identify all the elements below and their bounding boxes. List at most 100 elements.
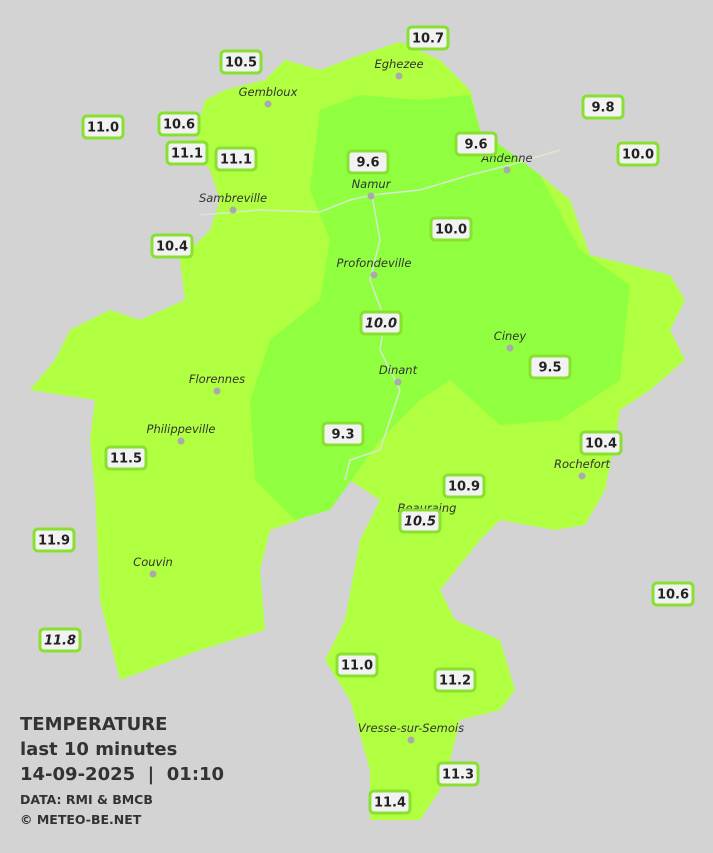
station-value: 11.0 <box>341 659 373 674</box>
station-value: 9.5 <box>538 361 561 376</box>
station-value: 10.7 <box>412 32 444 47</box>
city-dot <box>229 206 237 214</box>
station-box <box>433 667 477 693</box>
station-box <box>165 140 209 166</box>
station: 10.6 <box>651 581 695 607</box>
station-value: 10.6 <box>657 588 689 603</box>
station-box <box>150 233 194 259</box>
station: 10.5 <box>398 508 442 534</box>
station-box <box>429 216 473 242</box>
city-dot <box>213 387 221 395</box>
station-box <box>104 445 148 471</box>
station: 9.8 <box>581 94 625 120</box>
station: 10.9 <box>442 473 486 499</box>
station-box <box>616 141 660 167</box>
station: 11.1 <box>165 140 209 166</box>
station-value: 11.1 <box>171 147 203 162</box>
city-dot <box>149 570 157 578</box>
station-box <box>219 49 263 75</box>
station-value: 10.4 <box>585 437 617 452</box>
station-box <box>454 131 498 157</box>
station: 11.2 <box>433 667 477 693</box>
station-box <box>368 789 412 815</box>
city-dot <box>370 271 378 279</box>
station-value: 11.5 <box>110 452 142 467</box>
station: 11.1 <box>214 146 258 172</box>
station-value: 10.6 <box>163 118 195 133</box>
station-box <box>579 430 623 456</box>
station-value: 9.3 <box>331 428 354 443</box>
city-dot <box>177 437 185 445</box>
station-box <box>398 508 442 534</box>
station-box <box>651 581 695 607</box>
station-box <box>214 146 258 172</box>
city-dot <box>506 344 514 352</box>
station-box <box>38 627 82 653</box>
station: 11.9 <box>32 527 76 553</box>
station-box <box>442 473 486 499</box>
city-label: Ciney <box>494 329 527 343</box>
city-label: Florennes <box>189 372 245 386</box>
station-box <box>335 652 379 678</box>
station-value: 10.0 <box>365 317 397 332</box>
station: 10.7 <box>406 25 450 51</box>
city-dot <box>407 736 415 744</box>
station-value: 11.3 <box>442 768 474 783</box>
station-box <box>359 310 403 336</box>
city-label: Profondeville <box>337 256 412 270</box>
station: 11.3 <box>436 761 480 787</box>
info-datetime: 14-09-2025 | 01:10 <box>20 764 224 785</box>
station: 11.5 <box>104 445 148 471</box>
station: 10.0 <box>359 310 403 336</box>
station-box <box>321 421 365 447</box>
city-label: Gembloux <box>239 85 298 99</box>
city-label: Namur <box>352 177 392 191</box>
city-dot <box>394 378 402 386</box>
station-box <box>581 94 625 120</box>
station: 11.0 <box>335 652 379 678</box>
station-value: 10.0 <box>622 148 654 163</box>
station: 10.0 <box>616 141 660 167</box>
info-period: last 10 minutes <box>20 739 177 760</box>
info-title: TEMPERATURE <box>20 714 167 735</box>
station: 11.8 <box>38 627 82 653</box>
station-value: 10.9 <box>448 480 480 495</box>
station: 9.6 <box>346 149 390 175</box>
station-box <box>436 761 480 787</box>
station-value: 10.4 <box>156 240 188 255</box>
station-value: 11.0 <box>87 121 119 136</box>
station: 9.6 <box>454 131 498 157</box>
station: 10.4 <box>579 430 623 456</box>
city-dot <box>395 72 403 80</box>
station-value: 11.2 <box>439 674 471 689</box>
station-value: 9.6 <box>464 138 487 153</box>
city-label: Philippeville <box>147 422 216 436</box>
station-value: 11.8 <box>44 634 76 649</box>
cities: EghezeeGemblouxAndenneNamurSambrevillePr… <box>133 57 611 744</box>
info-credit: © METEO-BE.NET <box>20 812 142 827</box>
station-value: 10.0 <box>435 223 467 238</box>
station-box <box>32 527 76 553</box>
station-value: 11.1 <box>220 153 252 168</box>
station-value: 9.6 <box>356 156 379 171</box>
station-value: 11.9 <box>38 534 70 549</box>
station: 10.5 <box>219 49 263 75</box>
city-dot <box>367 192 375 200</box>
station: 9.3 <box>321 421 365 447</box>
stations: 10.7 10.5 9.8 11.0 10.6 9.6 10.0 11.1 11.1 9.6 10.… <box>32 25 695 815</box>
city-dot <box>264 100 272 108</box>
station-box <box>157 111 201 137</box>
station-box <box>346 149 390 175</box>
city-dot <box>578 472 586 480</box>
info-source: DATA: RMI & BMCB <box>20 792 153 807</box>
station-box <box>528 354 572 380</box>
station: 10.0 <box>429 216 473 242</box>
city-label: Sambreville <box>199 191 267 205</box>
station-value: 11.4 <box>374 796 406 811</box>
station: 11.0 <box>81 114 125 140</box>
city-label: Couvin <box>133 555 173 569</box>
city-label: Dinant <box>379 363 418 377</box>
station-value: 10.5 <box>225 56 257 71</box>
city-label: Vresse-sur-Semois <box>358 721 464 735</box>
